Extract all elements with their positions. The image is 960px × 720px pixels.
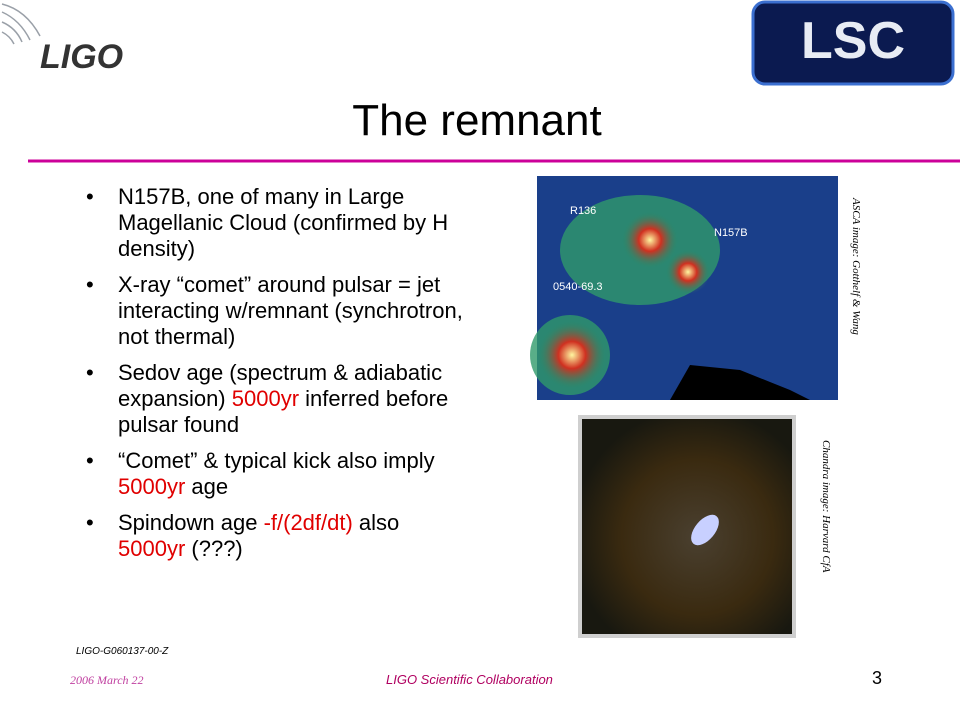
- image-label: R136: [570, 205, 596, 217]
- image-blob: [622, 212, 678, 268]
- bullet-text: Sedov age (spectrum & adiabatic expansio…: [118, 360, 443, 411]
- image-blob: [691, 514, 719, 546]
- bullet: “Comet” & typical kick also imply 5000yr…: [86, 448, 466, 500]
- bullet-text: 5000yr: [118, 474, 186, 499]
- bullet: Sedov age (spectrum & adiabatic expansio…: [86, 360, 466, 438]
- date: 2006 March 22: [70, 673, 144, 687]
- bullet-text: X-ray “comet” around pulsar = jet intera…: [118, 272, 463, 349]
- logo-lsc: LSC: [801, 12, 905, 70]
- ligo-swoosh: [1, 3, 41, 45]
- organization: LIGO Scientific Collaboration: [386, 672, 553, 687]
- bullet-text: Spindown age: [118, 510, 264, 535]
- bullet-text: inferred before pulsar found: [118, 386, 449, 437]
- bullet-text: “Comet” & typical kick also imply: [118, 448, 435, 473]
- page-number: 3: [872, 668, 883, 688]
- bullet-text: (???): [185, 536, 243, 561]
- image-blob: [538, 321, 606, 389]
- bullet-text: 5000yr: [231, 386, 300, 411]
- bullet-text: N157B, one of many in Large Magellanic C…: [118, 184, 449, 261]
- bullet-text: -f/(2df/dt): [263, 510, 353, 535]
- image-blob: [666, 250, 710, 294]
- asca-caption: ASCA image: Gotthelf & Wang: [850, 198, 862, 335]
- bullet: N157B, one of many in Large Magellanic C…: [86, 184, 466, 262]
- image-mask: [670, 365, 810, 400]
- chandra-image: [582, 419, 792, 634]
- logo-lsc-box: [751, 0, 955, 86]
- bullet-list: N157B, one of many in Large Magellanic C…: [86, 184, 466, 572]
- bullet-text: age: [185, 474, 229, 499]
- chandra-caption: Chandra image: Harvard CfA: [820, 440, 832, 573]
- title: The remnant: [352, 96, 601, 145]
- image-label: N157B: [714, 227, 748, 239]
- bullet-text: also: [352, 510, 400, 535]
- bullet-text: 5000yr: [118, 536, 186, 561]
- bullet: Spindown age -f/(2df/dt) also 5000yr (??…: [86, 510, 466, 562]
- doc-id: LIGO-G060137-00-Z: [76, 646, 169, 657]
- bullet: X-ray “comet” around pulsar = jet intera…: [86, 272, 466, 350]
- logo-ligo: LIGO: [40, 38, 123, 76]
- image-label: 0540-69.3: [553, 281, 603, 293]
